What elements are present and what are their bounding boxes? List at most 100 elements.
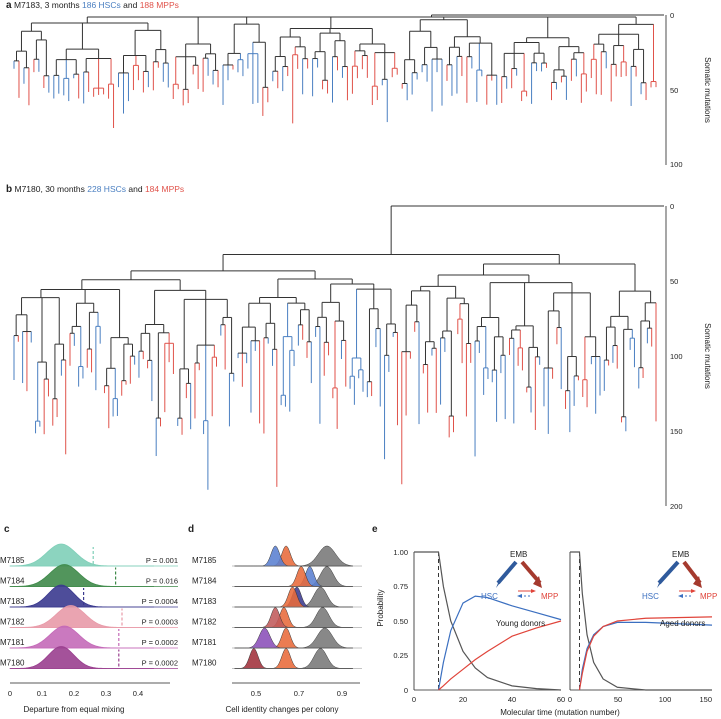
panel-e-right-hsc: HSC	[642, 592, 659, 601]
panel-e-ylabel: Probability	[376, 589, 385, 626]
panel-a-hsc-label: 186 HSCs	[82, 0, 121, 10]
panel-b-ytick-3: 150	[670, 427, 683, 436]
e-curve-mpp	[438, 620, 562, 691]
density-M7181	[9, 625, 154, 649]
emb-to-mpp-arrow	[533, 576, 542, 588]
panel-b-hsc-label: 228 HSCs	[87, 184, 127, 194]
panel-e-aged-note: Aged donors	[660, 619, 705, 628]
panel-c-xtick-3: 0.3	[101, 689, 111, 698]
panel-e-ytick-4: 1.00	[393, 548, 408, 557]
density-peak-M7183	[234, 586, 353, 608]
panel-e-right-emb: EMB	[672, 550, 689, 559]
p-value-M7183: P = 0.0004	[142, 597, 178, 606]
p-value-M7181: P = 0.0002	[142, 638, 178, 647]
panel-b-tree	[13, 205, 664, 490]
panel-c-axis: 0 0.1 0.2 0.3 0.4 Departure from equal m…	[8, 682, 170, 714]
row-label-M7180: M7180	[192, 659, 217, 668]
panel-b-ylabel: Somatic mutations	[703, 323, 712, 389]
panel-b-title-prefix: M7180, 30 months	[14, 184, 85, 194]
emb-to-mpp-arrow	[693, 576, 702, 588]
density-M7180	[9, 646, 154, 669]
panel-e-ytick-1: 0.25	[393, 651, 408, 660]
density-M7184	[9, 564, 154, 587]
panel-b-ytick-2: 100	[670, 352, 683, 361]
panel-b-title: b M7180, 30 months 228 HSCs and 184 MPPs	[6, 184, 184, 195]
p-value-M7185: P = 0.001	[146, 556, 178, 565]
row-label-M7184: M7184	[192, 577, 217, 586]
panel-c-xtick-0: 0	[8, 689, 12, 698]
panel-e-left-xtick-2: 40	[508, 695, 516, 704]
panel-e-right-xtick-2: 100	[659, 695, 672, 704]
p-value-M7182: P = 0.0003	[142, 618, 178, 627]
panel-e-left-xtick-0: 0	[412, 695, 416, 704]
panel-e-left-xtick-1: 20	[459, 695, 467, 704]
panel-e-left-xtick-3: 60	[557, 695, 565, 704]
e-curve-hsc	[578, 621, 713, 691]
panel-e-left-hsc: HSC	[481, 592, 498, 601]
row-label-M7180: M7180	[0, 659, 25, 668]
panel-d-ridgeline: M7185 M7184 M7183 M7182 M7181 M7180	[192, 545, 362, 669]
density-M7182	[9, 605, 154, 628]
e-curve-hsc	[437, 595, 562, 691]
panel-d-axis: 0.5 0.7 0.9 Cell identity changes per co…	[226, 682, 360, 714]
panel-b-ytick-0: 0	[670, 202, 674, 211]
panel-a-tree	[13, 14, 664, 129]
panel-b-mpp-label: 184 MPPs	[144, 184, 185, 194]
panel-e-ytick-2: 0.50	[393, 617, 408, 626]
panel-e-ytick-0: 0	[404, 686, 408, 695]
panel-a-mpp-label: 188 MPPs	[139, 0, 179, 10]
density-peak-M7182	[234, 607, 353, 628]
panel-a-ytick-2: 100	[670, 160, 683, 169]
panel-d-xlabel: Cell identity changes per colony	[226, 705, 339, 714]
density-M7183	[9, 584, 154, 608]
panel-c-xtick-1: 0.1	[37, 689, 47, 698]
row-label-M7181: M7181	[0, 638, 25, 647]
p-value-M7184: P = 0.016	[146, 577, 178, 586]
panel-d-xtick-1: 0.7	[294, 689, 304, 698]
row-label-M7185: M7185	[192, 556, 217, 565]
row-label-M7183: M7183	[192, 597, 217, 606]
row-label-M7185: M7185	[0, 556, 25, 565]
row-label-M7182: M7182	[0, 618, 25, 627]
panel-e-ytick-3: 0.75	[393, 582, 408, 591]
panel-c-xlabel: Departure from equal mixing	[24, 705, 125, 714]
panel-d-letter: d	[188, 524, 195, 535]
emb-to-hsc-shaft	[657, 560, 680, 585]
panel-d-xtick-0: 0.5	[251, 689, 261, 698]
panel-a-ylabel: Somatic mutations	[703, 57, 712, 123]
row-label-M7184: M7184	[0, 577, 25, 586]
panel-a-axis: 0 50 100 Somatic mutations	[665, 11, 712, 169]
panel-b-ytick-1: 50	[670, 277, 678, 286]
emb-to-hsc-shaft	[496, 560, 518, 585]
hsc-to-mpp-head	[691, 589, 696, 593]
panel-e-letter: e	[372, 524, 378, 535]
panel-a-title: a M7183, 3 months 186 HSCs and 188 MPPs	[6, 0, 179, 11]
panel-a-ytick-0: 0	[670, 11, 674, 20]
e-curve-mpp	[578, 616, 713, 691]
e-curve-emb	[414, 551, 562, 691]
panel-e-right-mpp: MPP	[700, 592, 717, 601]
panel-e-young-note: Young donors	[496, 619, 545, 628]
panel-e-axes: Probability 0 0.25 0.50 0.75 1.00 0 20 4…	[376, 548, 717, 717]
panel-c-letter: c	[4, 524, 10, 535]
panel-b-letter: b	[6, 184, 13, 195]
panel-b-and: and	[128, 184, 143, 194]
row-label-M7181: M7181	[192, 638, 217, 647]
hsc-to-mpp-head	[531, 589, 536, 593]
p-value-M7180: P = 0.0002	[142, 659, 178, 668]
row-label-M7182: M7182	[192, 618, 217, 627]
panel-b-axis: 0 50 100 150 200 Somatic mutations	[665, 202, 712, 511]
panel-a-and: and	[123, 0, 138, 10]
panel-e-left-emb: EMB	[510, 550, 527, 559]
panel-c-ridgeline: M7185 P = 0.001 M7184 P = 0.016 M7183 P = 0.0…	[0, 543, 178, 669]
e-curve-emb	[570, 551, 712, 691]
panel-a-title-prefix: M7183, 3 months	[13, 0, 80, 10]
panel-c-xtick-2: 0.2	[69, 689, 79, 698]
panel-e-right-xtick-0: 0	[568, 695, 572, 704]
panel-e-xlabel: Molecular time (mutation number)	[500, 708, 620, 717]
panel-b-ytick-4: 200	[670, 502, 683, 511]
panel-d-xtick-2: 0.9	[337, 689, 347, 698]
row-label-M7183: M7183	[0, 597, 25, 606]
